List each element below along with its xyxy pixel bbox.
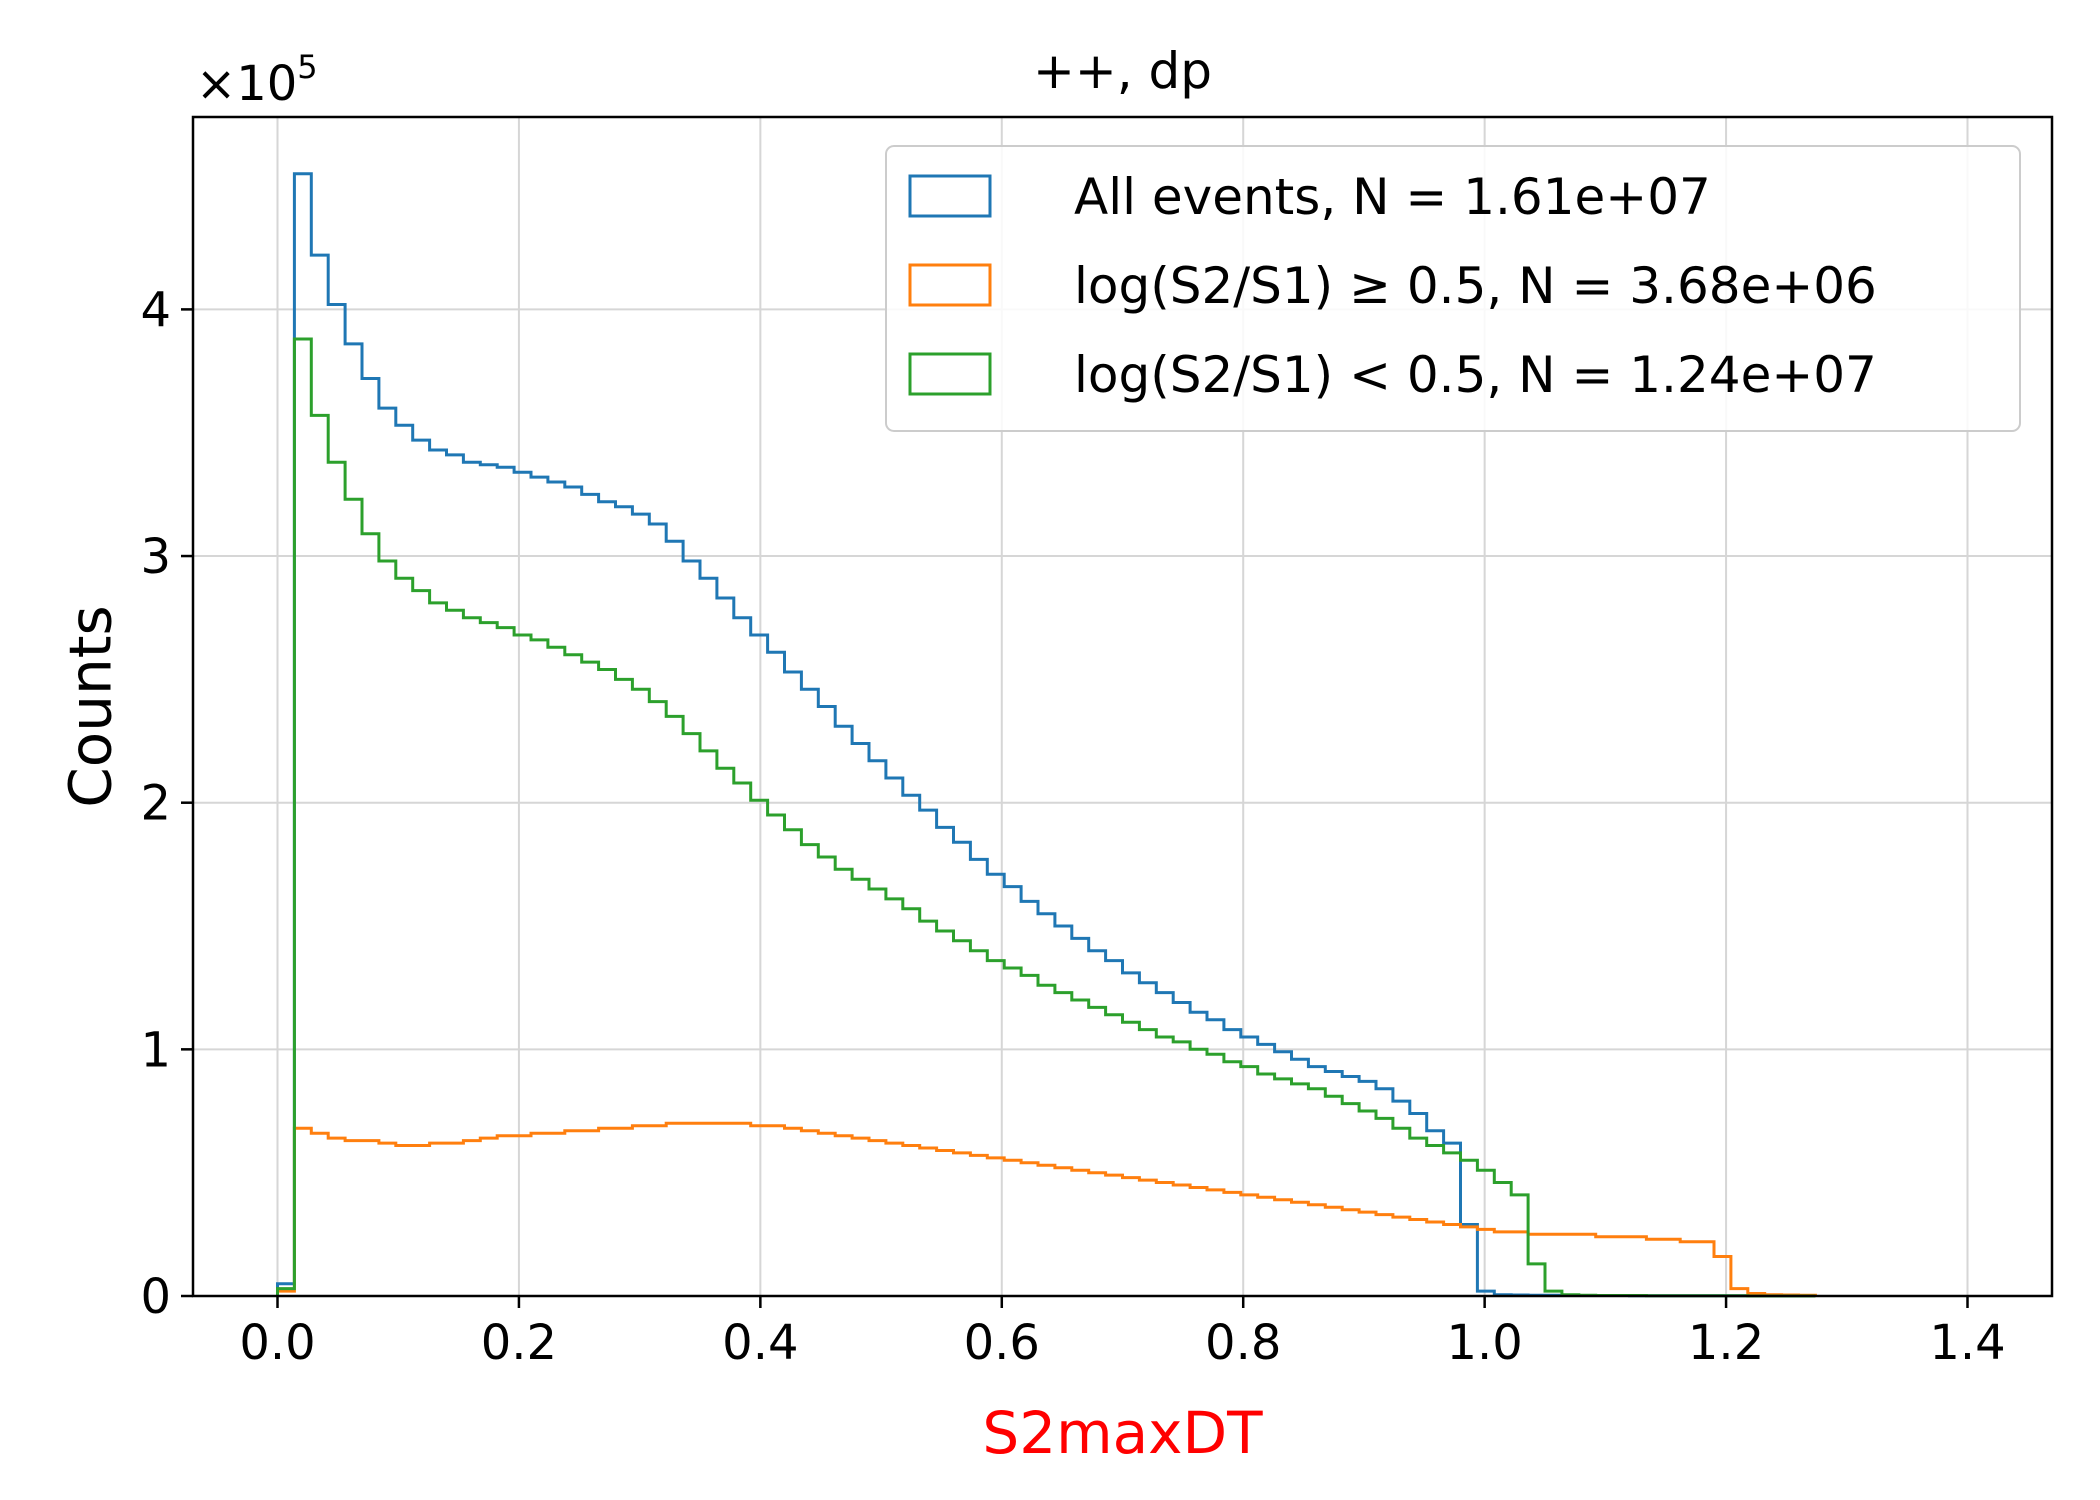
- legend-label: log(S2/S1) ≥ 0.5, N = 3.68e+06: [1074, 257, 1877, 315]
- x-tick-label: 1.2: [1688, 1315, 1764, 1371]
- x-tick-label: 0.6: [964, 1315, 1040, 1371]
- x-tick-label: 1.4: [1929, 1315, 2005, 1371]
- chart-title: ++, dp: [1033, 42, 1212, 100]
- series-2-histogram: [276, 337, 1816, 1298]
- legend-box: [885, 145, 2021, 432]
- x-axis-ticks: 0.0 0.2 0.4 0.6 0.8 1.0 1.2 1.4: [239, 1296, 2006, 1371]
- y-multiplier-base: ×10: [196, 56, 297, 112]
- y-tick-label: 3: [140, 529, 171, 585]
- series-layer: [276, 172, 1817, 1298]
- legend-items: All events, N = 1.61e+07 log(S2/S1) ≥ 0.5…: [908, 168, 1877, 404]
- plot-frame: [191, 115, 2054, 1298]
- legend-label: log(S2/S1) < 0.5, N = 1.24e+07: [1074, 346, 1877, 404]
- y-axis-ticks: 0 1 2 3 4: [140, 282, 193, 1325]
- y-axis-title: Counts: [56, 605, 124, 807]
- legend-swatch: [908, 352, 992, 396]
- y-axis-multiplier: ×105: [196, 48, 318, 112]
- legend-label: All events, N = 1.61e+07: [1074, 168, 1711, 226]
- x-tick-label: 0.4: [722, 1315, 798, 1371]
- legend-swatch: [908, 263, 992, 307]
- series-0-histogram: [276, 172, 1816, 1298]
- x-tick-label: 0.0: [239, 1315, 315, 1371]
- y-tick-label: 1: [140, 1022, 171, 1078]
- y-tick-label: 4: [140, 282, 171, 338]
- x-tick-label: 1.0: [1446, 1315, 1522, 1371]
- y-tick-label: 2: [140, 776, 171, 832]
- x-tick-label: 0.2: [481, 1315, 557, 1371]
- x-tick-label: 0.8: [1205, 1315, 1281, 1371]
- legend-swatch: [908, 174, 992, 218]
- legend: All events, N = 1.61e+07 log(S2/S1) ≥ 0.5…: [885, 145, 2021, 432]
- y-multiplier-exponent: 5: [297, 48, 317, 86]
- x-axis-title: S2maxDT: [982, 1399, 1263, 1467]
- y-tick-label: 0: [140, 1269, 171, 1325]
